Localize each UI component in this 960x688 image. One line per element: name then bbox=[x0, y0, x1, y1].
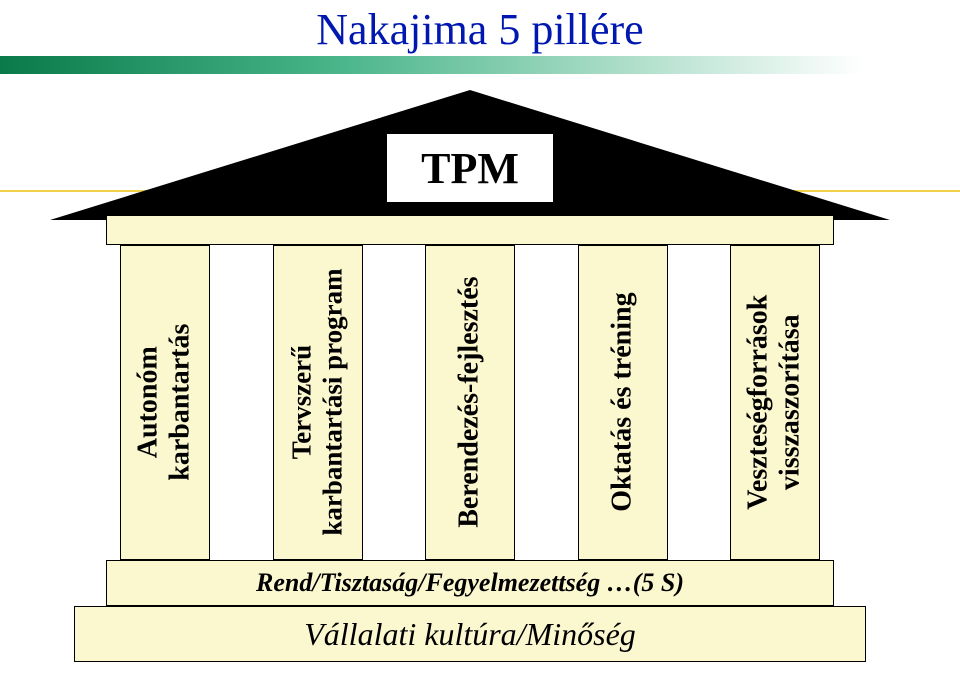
foundation-upper-label: Rend/Tisztaság/Fegyelmezettség …(5 S) bbox=[256, 568, 684, 598]
slide-title-wrap: Nakajima 5 pillére bbox=[0, 4, 960, 55]
pillar-5-label: Veszteségforrások visszaszorítása bbox=[743, 295, 807, 510]
pillar-4-label: Oktatás és tréning bbox=[606, 293, 638, 512]
title-underline bbox=[0, 56, 960, 74]
pillar-2-label: Tervszerű karbantartási program bbox=[286, 269, 348, 536]
tpm-label: TPM bbox=[421, 143, 519, 194]
pillar-3-label: Berendezés-fejlesztés bbox=[454, 277, 486, 528]
temple-pillars: Autonóm karbantartás Tervszerű karbantar… bbox=[100, 245, 840, 560]
foundation-upper: Rend/Tisztaság/Fegyelmezettség …(5 S) bbox=[106, 560, 834, 606]
foundation-lower-label: Vállalati kultúra/Minőség bbox=[304, 616, 636, 653]
pillar-1-label: Autonóm karbantartás bbox=[133, 324, 197, 481]
slide-title: Nakajima 5 pillére bbox=[0, 4, 960, 55]
pillar-3: Berendezés-fejlesztés bbox=[425, 245, 515, 560]
pillar-4: Oktatás és tréning bbox=[578, 245, 668, 560]
pillar-1: Autonóm karbantartás bbox=[120, 245, 210, 560]
pillar-5: Veszteségforrások visszaszorítása bbox=[730, 245, 820, 560]
tpm-label-box: TPM bbox=[385, 132, 555, 204]
temple-entablature bbox=[106, 215, 834, 245]
temple-diagram: TPM Autonóm karbantartás Tervszerű karba… bbox=[50, 90, 890, 670]
foundation-lower: Vállalati kultúra/Minőség bbox=[74, 606, 866, 662]
pillar-2: Tervszerű karbantartási program bbox=[273, 245, 363, 560]
